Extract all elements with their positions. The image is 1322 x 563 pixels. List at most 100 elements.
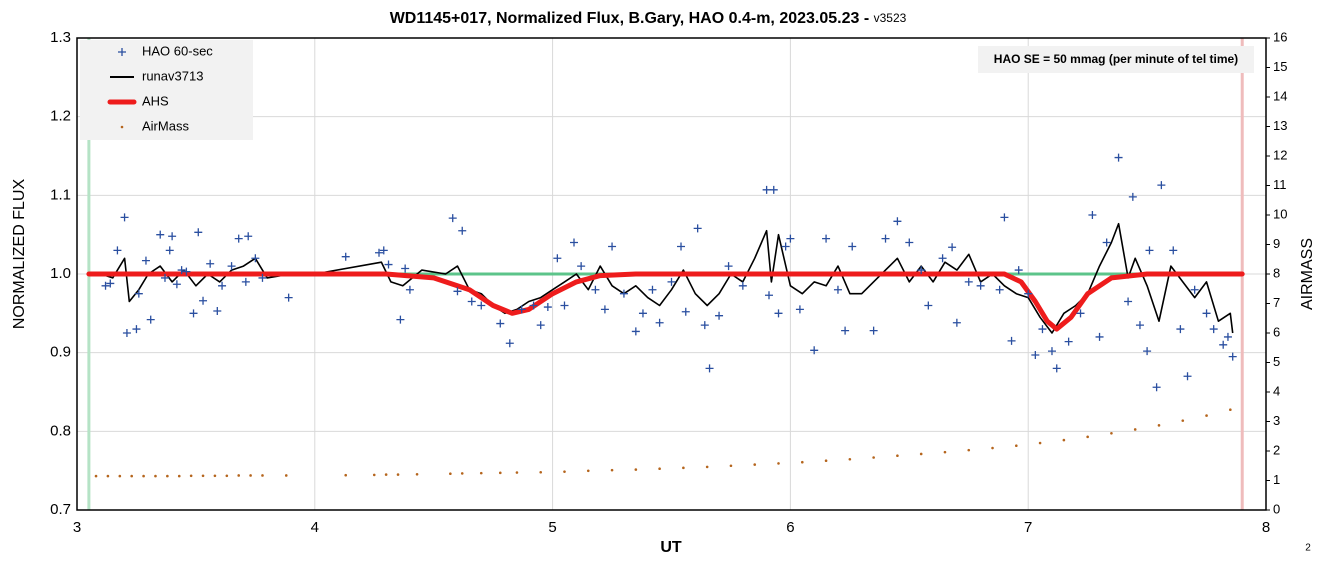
flux-point (543, 303, 552, 312)
airmass-point (872, 456, 875, 459)
flux-point (396, 315, 405, 324)
x-tick-label: 7 (1024, 519, 1032, 536)
flux-point (146, 315, 155, 324)
airmass-point (344, 473, 348, 477)
flux-point (1052, 364, 1061, 373)
flux-point (917, 266, 926, 275)
flux-point (241, 277, 250, 286)
airmass-point (943, 450, 947, 454)
flux-point (948, 243, 957, 252)
airmass-point (166, 474, 169, 478)
y2-tick-label: 4 (1273, 383, 1280, 398)
flux-point (189, 309, 198, 318)
flux-point (655, 318, 664, 327)
airmass-point (800, 460, 804, 464)
flux-point (1038, 325, 1047, 334)
x-tick-label: 4 (311, 519, 319, 536)
flux-point (1031, 351, 1040, 360)
airmass-point (682, 466, 685, 470)
y2-tick-label: 2 (1273, 442, 1280, 457)
flux-point (608, 242, 617, 251)
airmass-point (896, 454, 899, 458)
flux-point (132, 325, 141, 334)
flux-point (591, 285, 600, 294)
flux-point (1228, 352, 1237, 361)
airmass-point (498, 471, 502, 475)
airmass-point (1157, 424, 1161, 427)
y2-tick-label: 10 (1273, 206, 1287, 221)
airmass-point (415, 473, 419, 476)
x-tick-label: 8 (1262, 519, 1270, 536)
annotation: HAO SE = 50 mmag (per minute of tel time… (994, 52, 1238, 66)
flux-point (693, 224, 702, 233)
airmass-point (563, 470, 566, 473)
flux-point (1102, 238, 1111, 247)
flux-point (122, 329, 131, 337)
x-axis-label: UT (660, 539, 682, 556)
flux-point (648, 285, 657, 294)
flux-point (638, 309, 647, 318)
flux-point (795, 305, 804, 314)
flux-point (375, 248, 384, 257)
airmass-point (705, 465, 709, 469)
flux-point (1209, 325, 1218, 334)
flux-point (467, 297, 476, 306)
y2-tick-label: 1 (1273, 472, 1280, 487)
airmass-point (967, 448, 971, 452)
flux-point (258, 273, 267, 282)
flux-point (529, 301, 538, 310)
flux-point (206, 259, 215, 268)
plot (86, 38, 1245, 510)
flux-point (881, 234, 890, 243)
flux-point (924, 301, 933, 310)
flux-point (227, 262, 236, 271)
title-main: WD1145+017, Normalized Flux, B.Gary, HAO… (390, 10, 874, 27)
airmass-point (515, 471, 519, 474)
flux-point (251, 254, 260, 263)
airmass-point (1110, 432, 1113, 435)
airmass-point (610, 468, 614, 472)
flux-point (1124, 297, 1133, 306)
y-tick-label: 0.7 (50, 501, 71, 518)
airmass-point (1133, 428, 1137, 431)
flux-point (113, 246, 122, 255)
flux-point (774, 309, 783, 318)
airmass-point (460, 472, 464, 475)
y2-tick-label: 3 (1273, 413, 1280, 428)
flux-point (199, 296, 208, 305)
flux-point (1000, 213, 1009, 222)
flux-point (964, 277, 973, 286)
airmass-point (1181, 419, 1185, 422)
flux-point (458, 226, 467, 235)
flux-point (841, 326, 850, 335)
legend: HAO 60-sec runav3713 AHS AirMass (107, 43, 213, 133)
flux-point (284, 293, 293, 302)
page-number: 2 (1305, 543, 1311, 554)
y2-tick-label: 13 (1273, 118, 1287, 133)
y-tick-label: 0.8 (50, 422, 71, 439)
legend-label: runav3713 (142, 68, 203, 83)
flux-point (577, 262, 586, 271)
flux-point (1014, 266, 1023, 275)
flux-point (764, 291, 773, 300)
y2-tick-label: 9 (1273, 236, 1280, 251)
flux-point (905, 238, 914, 247)
flux-point (715, 311, 724, 320)
flux-point (1152, 383, 1161, 392)
flux-point (234, 234, 243, 243)
y-tick-label: 1.1 (50, 186, 71, 203)
runav-line (100, 222, 1234, 334)
y2-tick-label: 8 (1273, 265, 1280, 280)
flux-point (168, 232, 177, 241)
flux-point (724, 262, 733, 271)
flux-point (134, 289, 143, 298)
airmass-point (991, 446, 994, 450)
flux-point (952, 318, 961, 327)
flux-point (505, 339, 514, 348)
flux-point (762, 185, 771, 194)
airmass-point (824, 459, 828, 463)
flux-point (477, 301, 486, 310)
legend-symbol (120, 125, 124, 129)
flux-point (1024, 289, 1033, 298)
chart-title: WD1145+017, Normalized Flux, B.Gary, HAO… (390, 10, 907, 27)
